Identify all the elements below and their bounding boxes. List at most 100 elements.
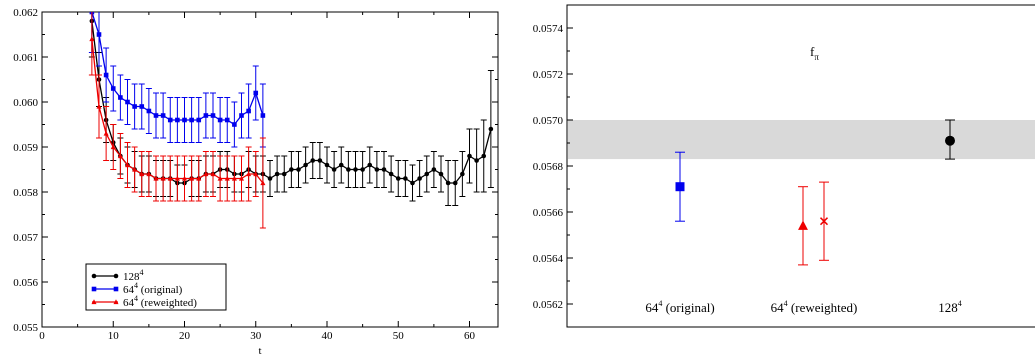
point-1	[798, 186, 808, 266]
legend-marker	[91, 299, 97, 305]
data-point	[96, 103, 102, 109]
data-point	[331, 167, 337, 172]
category-label: 1284	[938, 299, 962, 315]
legend-marker	[113, 273, 119, 279]
data-point	[196, 117, 202, 123]
data-point	[239, 113, 244, 118]
y-tick-label: 0.061	[13, 52, 38, 64]
legend-marker	[113, 286, 119, 292]
data-point	[395, 176, 401, 181]
data-point	[189, 117, 194, 123]
legend-sup: 4	[134, 281, 138, 290]
data-point	[174, 175, 180, 181]
y-tick-label: 0.062	[13, 7, 38, 19]
series-2	[88, 12, 266, 229]
data-point	[203, 171, 209, 177]
data-point	[189, 175, 195, 181]
data-point	[798, 220, 808, 230]
data-point	[360, 167, 365, 172]
data-point	[89, 36, 95, 42]
data-point	[132, 104, 137, 109]
category-label: 644 (original)	[645, 299, 714, 315]
data-point	[217, 117, 223, 123]
y-tick-label: 0.0570	[533, 115, 564, 127]
y-tick-label: 0.060	[13, 97, 38, 109]
category-suffix: (original)	[662, 300, 714, 315]
category-sup: 4	[784, 299, 788, 308]
data-point	[353, 167, 358, 172]
data-point	[296, 167, 301, 172]
data-point	[260, 180, 266, 186]
data-point	[253, 90, 259, 96]
data-point	[819, 217, 829, 226]
data-point	[317, 158, 323, 163]
data-point	[103, 130, 109, 136]
data-point	[139, 104, 145, 109]
data-point	[196, 175, 202, 181]
x-tick-label: 40	[322, 330, 334, 342]
data-point	[381, 167, 387, 172]
data-point	[289, 167, 294, 172]
data-point	[481, 153, 487, 159]
data-point	[203, 113, 209, 118]
data-point	[403, 176, 408, 181]
y-tick-label: 0.057	[13, 232, 38, 244]
data-point	[181, 175, 188, 181]
legend-sup: 4	[140, 268, 144, 277]
data-point	[110, 144, 116, 150]
data-point	[474, 158, 479, 163]
data-point	[153, 113, 159, 118]
title-base: f	[810, 44, 815, 59]
x-tick-label: 30	[250, 330, 262, 342]
data-point	[160, 113, 166, 118]
y-tick-label: 0.055	[13, 322, 38, 334]
y-tick-label: 0.059	[13, 142, 38, 154]
data-point	[160, 175, 166, 181]
data-point	[460, 171, 465, 177]
data-point	[217, 175, 223, 181]
data-point	[346, 167, 351, 172]
data-point	[260, 113, 266, 118]
data-point	[467, 153, 472, 159]
legend-marker	[91, 286, 97, 292]
category-sup: 4	[658, 299, 662, 308]
data-point	[146, 108, 152, 114]
data-point	[238, 175, 245, 181]
data-point	[274, 171, 280, 177]
category-base: 64	[771, 300, 785, 315]
data-point	[281, 171, 287, 177]
legend-label: 1284	[123, 268, 144, 283]
category-label: 644 (reweighted)	[771, 299, 858, 315]
plot-frame	[566, 4, 1035, 328]
legend-marker	[91, 273, 97, 279]
point-3	[945, 119, 955, 160]
legend-label: 644 (reweighted)	[123, 294, 197, 309]
y-tick-label: 0.0574	[533, 23, 564, 35]
category-sup: 4	[958, 299, 962, 308]
data-point	[232, 122, 237, 127]
data-point	[431, 167, 437, 172]
x-tick-label: 0	[39, 330, 45, 342]
legend-suffix: (original)	[138, 284, 183, 296]
data-point	[303, 162, 308, 168]
data-point	[410, 180, 415, 186]
point-0	[675, 151, 685, 222]
legend-label: 644 (original)	[123, 281, 183, 296]
legend-base: 64	[123, 284, 135, 296]
data-point	[231, 175, 237, 181]
error-band	[568, 120, 1035, 160]
x-axis-label: t	[258, 345, 261, 354]
legend-marker	[113, 299, 119, 305]
point-2	[819, 181, 829, 261]
data-point	[125, 99, 130, 105]
data-point	[146, 171, 152, 177]
chart-title: fπ	[810, 44, 819, 62]
data-point	[675, 182, 685, 192]
data-point	[424, 171, 430, 177]
data-point	[367, 162, 373, 168]
y-tick-label: 0.058	[13, 187, 38, 199]
data-point	[417, 176, 422, 181]
data-point	[253, 171, 259, 177]
right-chart: 0.0562 0.0564 0.0566 0.0568 0.0570 0.0572 0.05…	[533, 4, 1035, 328]
